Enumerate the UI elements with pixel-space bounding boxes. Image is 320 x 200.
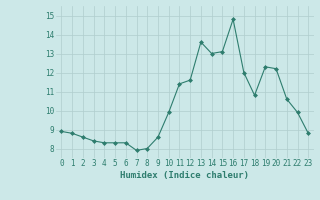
X-axis label: Humidex (Indice chaleur): Humidex (Indice chaleur): [120, 171, 249, 180]
